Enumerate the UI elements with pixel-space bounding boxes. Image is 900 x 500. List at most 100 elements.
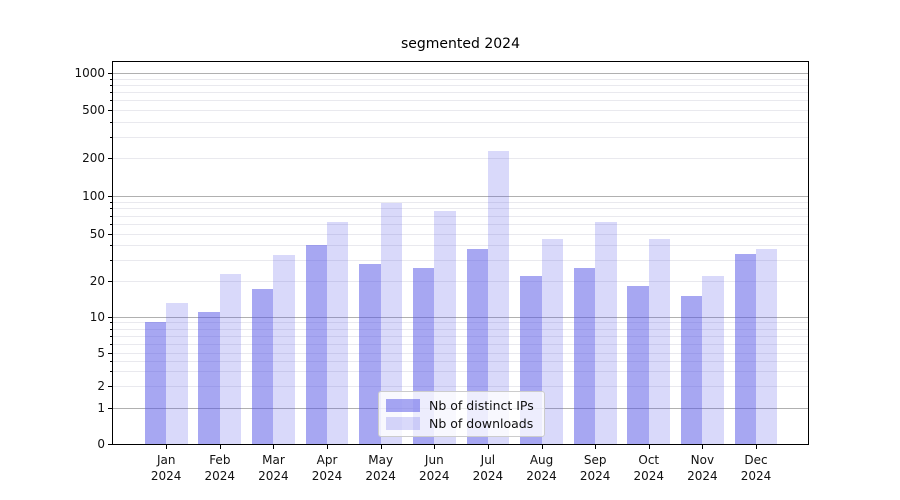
- y-minor-tick-mark: [110, 85, 113, 86]
- legend: Nb of distinct IPs Nb of downloads: [378, 391, 545, 437]
- minor-gridline: [113, 136, 808, 138]
- y-minor-tick-mark: [110, 137, 113, 138]
- y-tick-mark: [108, 196, 113, 197]
- bar-distinct-ips-feb: [198, 312, 220, 444]
- x-tick-label: Aug 2024: [512, 452, 572, 484]
- minor-gridline: [113, 234, 808, 235]
- x-tick-mark: [648, 445, 650, 449]
- bar-downloads-oct: [648, 239, 671, 444]
- major-gridline: [113, 317, 808, 318]
- minor-gridline: [113, 335, 808, 337]
- x-tick-mark: [702, 445, 704, 449]
- minor-gridline: [113, 322, 808, 324]
- legend-label: Nb of distinct IPs: [429, 397, 534, 413]
- y-minor-tick-mark: [110, 100, 113, 101]
- plot-area: [113, 62, 808, 444]
- y-tick-mark: [108, 110, 113, 111]
- minor-gridline: [113, 92, 808, 94]
- x-tick-month: May: [368, 453, 394, 467]
- x-tick-year: 2024: [419, 469, 450, 483]
- x-tick-month: Apr: [316, 453, 338, 467]
- x-tick-year: 2024: [365, 469, 396, 483]
- x-tick-year: 2024: [204, 469, 236, 483]
- y-minor-tick-mark: [110, 202, 113, 203]
- y-tick-mark: [108, 353, 113, 354]
- bar-downloads-apr: [327, 222, 349, 444]
- bar-distinct-ips-nov: [681, 295, 703, 444]
- y-minor-tick-mark: [110, 224, 113, 225]
- x-tick-year: 2024: [633, 469, 665, 483]
- y-tick-label: 10: [89, 310, 105, 324]
- y-minor-tick-mark: [110, 216, 113, 217]
- major-gridline: [113, 73, 808, 74]
- x-tick-label: Nov 2024: [672, 452, 732, 484]
- minor-gridline: [113, 201, 808, 203]
- bar-distinct-ips-jan: [144, 322, 167, 444]
- y-tick-mark: [108, 158, 113, 159]
- x-tick-mark: [380, 445, 382, 449]
- x-tick-year: 2024: [526, 469, 557, 483]
- y-tick-label: 500: [82, 103, 105, 117]
- bar-downloads-may: [380, 203, 403, 444]
- y-tick-mark: [108, 386, 113, 387]
- minor-gridline: [113, 361, 808, 363]
- bar-downloads-jun: [434, 211, 456, 444]
- y-tick-label: 20: [89, 274, 105, 288]
- y-minor-tick-mark: [110, 208, 113, 209]
- legend-swatch-distinct-ips: [386, 398, 420, 412]
- x-tick-year: 2024: [579, 469, 611, 483]
- y-minor-tick-mark: [110, 344, 113, 345]
- x-tick-label: Jun 2024: [404, 452, 464, 484]
- minor-gridline: [113, 215, 808, 217]
- y-tick-label: 50: [89, 227, 105, 241]
- y-minor-tick-mark: [110, 329, 113, 330]
- x-tick-mark: [487, 445, 489, 449]
- x-tick-mark: [541, 445, 543, 449]
- x-tick-month: Jul: [480, 453, 496, 467]
- minor-gridline: [113, 281, 808, 282]
- legend-swatch-downloads: [386, 416, 420, 430]
- bar-downloads-nov: [702, 276, 724, 444]
- x-tick-mark: [327, 445, 329, 449]
- plot-border: [112, 61, 809, 445]
- y-tick-label: 5: [97, 346, 105, 360]
- x-tick-month: Aug: [529, 453, 554, 467]
- x-tick-month: Sep: [583, 453, 607, 467]
- x-tick-month: Jun: [424, 453, 444, 467]
- legend-item: Nb of downloads: [386, 415, 537, 431]
- y-tick-mark: [108, 444, 113, 445]
- y-tick-mark: [108, 317, 113, 318]
- bar-downloads-mar: [273, 255, 295, 444]
- x-tick-month: Feb: [209, 453, 231, 467]
- y-tick-label: 100: [82, 189, 105, 203]
- x-tick-year: 2024: [472, 469, 504, 483]
- minor-gridline: [113, 371, 808, 373]
- bar-downloads-jul: [487, 150, 510, 444]
- x-tick-label: Jul 2024: [458, 452, 518, 484]
- y-tick-label: 2: [97, 379, 105, 393]
- minor-gridline: [113, 353, 808, 354]
- bar-distinct-ips-oct: [627, 286, 649, 444]
- minor-gridline: [113, 208, 808, 210]
- x-tick-label: Sep 2024: [565, 452, 625, 484]
- minor-gridline: [113, 100, 808, 102]
- y-tick-label: 1000: [74, 66, 105, 80]
- y-tick-mark: [108, 281, 113, 282]
- y-minor-tick-mark: [110, 371, 113, 372]
- bar-downloads-dec: [756, 249, 778, 444]
- bar-distinct-ips-apr: [305, 245, 328, 444]
- x-tick-label: Apr 2024: [297, 452, 357, 484]
- bar-distinct-ips-dec: [734, 253, 756, 444]
- x-tick-year: 2024: [740, 469, 772, 483]
- y-tick-label: 0: [97, 437, 105, 451]
- x-tick-label: May 2024: [351, 452, 411, 484]
- legend-item: Nb of distinct IPs: [386, 397, 537, 413]
- y-minor-tick-mark: [110, 92, 113, 93]
- bar-distinct-ips-sep: [573, 267, 596, 444]
- minor-gridline: [113, 121, 808, 123]
- bar-downloads-feb: [219, 273, 242, 444]
- bar-downloads-sep: [595, 222, 617, 444]
- y-minor-tick-mark: [110, 361, 113, 362]
- y-minor-tick-mark: [110, 122, 113, 123]
